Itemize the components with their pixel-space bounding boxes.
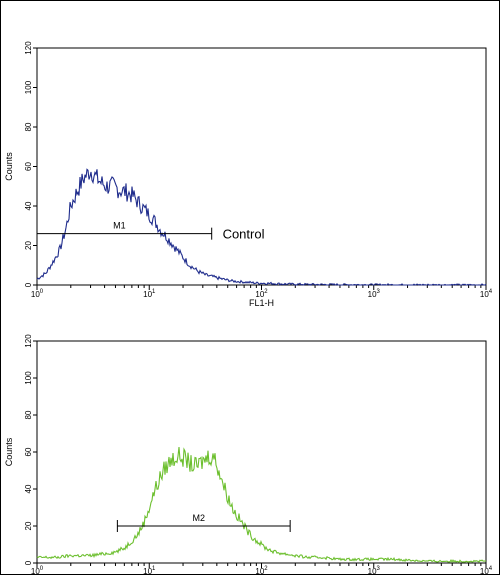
y-axis-title: Counts xyxy=(4,152,14,181)
y-tick-label: 60 xyxy=(24,447,33,456)
y-tick-label: 0 xyxy=(24,282,33,287)
y-tick-label: 20 xyxy=(24,241,33,250)
y-tick-label: 60 xyxy=(24,162,33,171)
histogram-panel-1: 0 20 40 60 80 100 120 Counts 100 101 102 103 104 FL1-… xyxy=(4,41,493,308)
x-tick-label: 104 xyxy=(480,566,493,575)
x-tick-label: 104 xyxy=(480,289,493,299)
y-tick-label: 80 xyxy=(24,122,33,131)
gate-label: M1 xyxy=(113,221,126,231)
y-tick-label: 40 xyxy=(24,201,33,210)
x-tick-label: 100 xyxy=(31,566,44,575)
x-axis-title: FL1-H xyxy=(249,298,274,308)
histogram-series-1 xyxy=(36,168,487,286)
x-tick-label: 101 xyxy=(143,566,156,575)
y-tick-label: 120 xyxy=(24,334,33,348)
x-tick-label: 103 xyxy=(368,566,381,575)
x-tick-label: 100 xyxy=(31,289,44,299)
histogram-panel-2: 0 20 40 60 80 100 120 Counts 100 101 102 103 104 M2 xyxy=(4,334,493,575)
annotation-label: Control xyxy=(223,227,265,242)
y-tick-label: 80 xyxy=(24,410,33,419)
gate-marker-m1: M1 xyxy=(36,221,213,240)
y-axis-title: Counts xyxy=(4,437,14,466)
x-tick-label: 101 xyxy=(143,289,156,299)
y-tick-label: 100 xyxy=(24,80,33,94)
histogram-series-1 xyxy=(36,447,487,564)
plot-area-frame xyxy=(36,47,487,286)
gate-marker-m2: M2 xyxy=(116,513,291,532)
y-tick-label: 40 xyxy=(24,484,33,493)
gate-label: M2 xyxy=(193,513,206,523)
x-tick-label: 102 xyxy=(255,566,268,575)
y-tick-label: 20 xyxy=(24,521,33,530)
y-tick-label: 120 xyxy=(24,41,33,55)
x-tick-label: 102 xyxy=(255,289,268,299)
y-tick-label: 100 xyxy=(24,371,33,385)
plot-area-frame xyxy=(36,340,487,564)
x-tick-label: 103 xyxy=(368,289,381,299)
y-tick-label: 0 xyxy=(24,560,33,565)
